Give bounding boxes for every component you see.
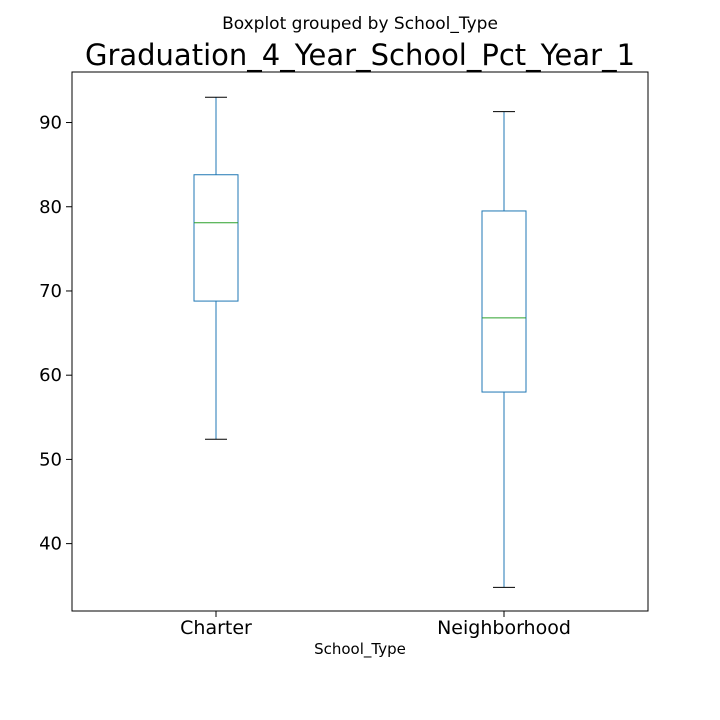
- chart-suptitle: Boxplot grouped by School_Type: [222, 14, 498, 34]
- chart-title: Graduation_4_Year_School_Pct_Year_1: [85, 38, 635, 72]
- y-tick-label: 80: [39, 197, 62, 218]
- y-tick-label: 50: [39, 449, 62, 470]
- box-charter: [193, 174, 239, 302]
- plot-area: 40 50 60 70 80 90 Charter Neighborhood: [39, 71, 649, 639]
- x-tick-label: Charter: [180, 617, 252, 639]
- y-tick-label: 60: [39, 365, 62, 386]
- x-tick-label: Neighborhood: [437, 617, 571, 639]
- axes-frame: [71, 71, 649, 612]
- x-axis-label: School_Type: [314, 640, 406, 659]
- y-tick-label: 90: [39, 113, 62, 134]
- box-neighborhood: [481, 210, 527, 393]
- y-tick-label: 40: [39, 534, 62, 555]
- y-tick-label: 70: [39, 281, 62, 302]
